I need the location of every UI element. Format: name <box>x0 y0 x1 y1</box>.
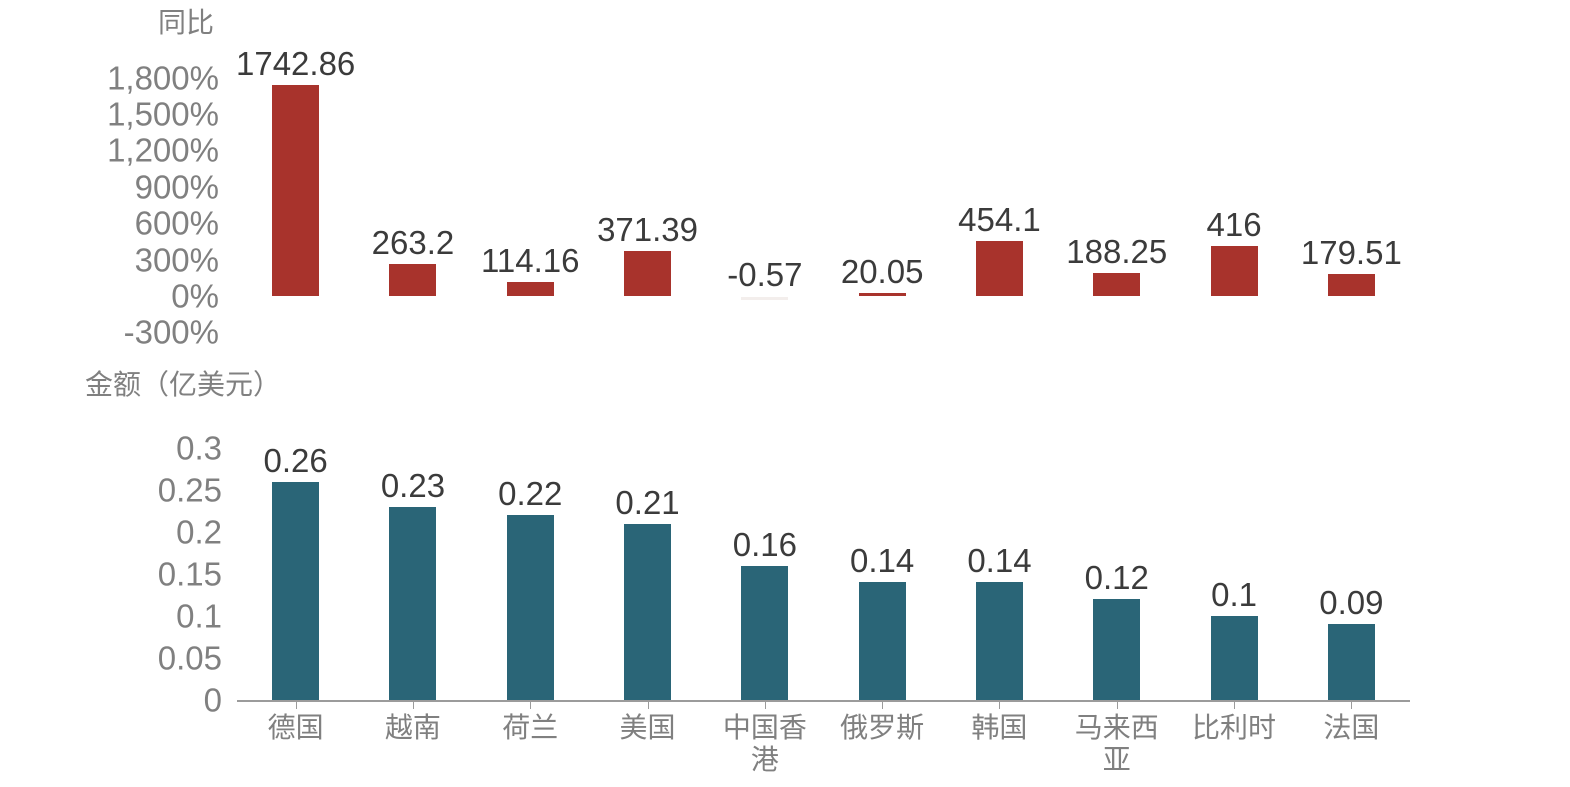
amount-data-label: 0.22 <box>498 475 563 513</box>
yoy-y-tick-label: 900% <box>134 168 219 206</box>
yoy-y-tick-label: 1,800% <box>107 59 219 97</box>
yoy-data-label: 454.1 <box>958 200 1041 238</box>
x-axis-tick-mark <box>1116 700 1118 709</box>
amount-y-tick-label: 0.2 <box>176 513 222 551</box>
x-axis-tick-mark <box>999 700 1001 709</box>
yoy-bar-韩国 <box>975 240 1023 296</box>
yoy-chart-title: 同比 <box>158 7 215 38</box>
yoy-data-label: 20.05 <box>840 253 924 290</box>
amount-data-label: 0.23 <box>380 466 446 504</box>
yoy-y-tick-label: 0% <box>171 277 219 315</box>
amount-y-tick-label: 0.15 <box>157 555 222 593</box>
amount-y-tick-label: 0.1 <box>176 597 222 635</box>
yoy-bar-中国香港 <box>741 297 789 300</box>
yoy-bar-马来西亚 <box>1093 273 1141 296</box>
yoy-bar-法国 <box>1327 274 1375 296</box>
amount-data-label: 0.14 <box>967 542 1032 580</box>
amount-data-label: 0.14 <box>850 542 915 580</box>
yoy-bar-俄罗斯 <box>858 293 906 296</box>
yoy-data-label: 263.2 <box>371 224 455 262</box>
x-category-label-越南: 越南 <box>384 712 441 743</box>
yoy-data-label: 114.16 <box>481 242 580 280</box>
x-axis-tick-mark <box>647 700 649 709</box>
yoy-data-label: 371.39 <box>597 210 699 248</box>
amount-data-label: 0.21 <box>615 483 680 521</box>
yoy-data-label: 179.51 <box>1300 234 1402 272</box>
x-category-label-俄罗斯: 俄罗斯 <box>840 712 925 743</box>
x-axis-line <box>237 700 1410 702</box>
x-category-label-韩国: 韩国 <box>971 712 1028 743</box>
x-category-label-马来西亚: 马来西亚 <box>1074 712 1159 776</box>
yoy-y-tick-label: 300% <box>134 241 219 279</box>
x-category-label-美国: 美国 <box>619 712 676 743</box>
x-axis-tick-mark <box>412 700 414 709</box>
yoy-data-label: 1742.86 <box>235 44 356 82</box>
amount-chart-title: 金额（亿美元） <box>85 369 282 400</box>
amount-y-tick-label: 0.25 <box>157 471 222 509</box>
x-axis-tick-mark <box>530 700 532 709</box>
yoy-y-tick-label: 600% <box>134 204 219 242</box>
amount-bar-韩国 <box>975 582 1023 700</box>
amount-data-label: 0.16 <box>732 525 797 563</box>
amount-bar-比利时 <box>1210 616 1258 700</box>
amount-y-tick-label: 0 <box>203 681 222 719</box>
amount-data-label: 0.26 <box>263 441 328 479</box>
amount-bar-马来西亚 <box>1093 599 1141 700</box>
amount-bar-越南 <box>389 506 437 700</box>
x-category-label-比利时: 比利时 <box>1192 712 1277 743</box>
x-category-label-德国: 德国 <box>267 712 324 743</box>
amount-bar-俄罗斯 <box>858 582 906 700</box>
amount-y-tick-label: 0.05 <box>157 639 222 677</box>
amount-bar-美国 <box>624 523 672 700</box>
x-axis-tick-mark <box>295 700 297 709</box>
yoy-data-label: -0.57 <box>727 256 803 293</box>
yoy-y-tick-label: 1,500% <box>107 95 219 133</box>
x-axis-tick-mark <box>882 700 884 709</box>
x-axis-tick-mark <box>1351 700 1353 709</box>
yoy-y-tick-label: -300% <box>123 313 219 351</box>
yoy-bar-美国 <box>624 250 672 296</box>
x-category-label-中国香港: 中国香港 <box>722 712 807 776</box>
yoy-bar-荷兰 <box>506 282 554 296</box>
yoy-y-tick-label: 1,200% <box>107 131 219 169</box>
amount-bar-德国 <box>272 481 320 700</box>
yoy-bar-德国 <box>272 84 320 296</box>
x-axis-tick-mark <box>1234 700 1236 709</box>
amount-bar-中国香港 <box>741 565 789 700</box>
amount-data-label: 0.12 <box>1084 559 1149 597</box>
yoy-data-label: 416 <box>1206 205 1262 243</box>
x-category-label-荷兰: 荷兰 <box>502 712 559 743</box>
x-axis-tick-mark <box>764 700 766 709</box>
amount-bar-法国 <box>1327 624 1375 700</box>
yoy-bar-越南 <box>389 264 437 296</box>
x-category-label-法国: 法国 <box>1323 712 1380 743</box>
amount-bar-荷兰 <box>506 515 554 700</box>
amount-data-label: 0.09 <box>1319 584 1384 622</box>
yoy-bar-比利时 <box>1210 245 1258 296</box>
amount-y-tick-label: 0.3 <box>176 429 222 467</box>
amount-data-label: 0.1 <box>1211 576 1257 613</box>
yoy-data-label: 188.25 <box>1066 233 1168 271</box>
